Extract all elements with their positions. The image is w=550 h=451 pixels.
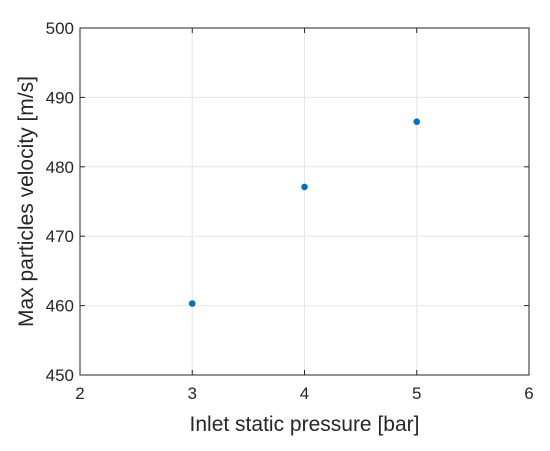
- data-point: [301, 183, 308, 191]
- x-tick-label: 4: [300, 384, 309, 403]
- y-tick-label: 460: [46, 297, 74, 316]
- y-tick-labels: 450 460 470 480 490 500: [46, 19, 74, 385]
- x-tick-label: 5: [412, 384, 421, 403]
- x-tick-label: 6: [524, 384, 533, 403]
- y-tick-label: 470: [46, 227, 74, 246]
- tick-marks: [79, 27, 530, 376]
- y-tick-label: 480: [46, 158, 74, 177]
- grid-lines: [80, 28, 529, 375]
- y-tick-label: 450: [46, 366, 74, 385]
- x-tick-label: 2: [75, 384, 84, 403]
- data-point: [413, 118, 421, 125]
- y-tick-label: 490: [46, 88, 74, 107]
- x-tick-labels: 2 3 4 5 6: [75, 384, 533, 403]
- y-tick-label: 500: [46, 19, 74, 38]
- data-points: [188, 118, 421, 307]
- x-axis-label: Inlet static pressure [bar]: [190, 413, 420, 436]
- y-axis-label: Max particles velocity [m/s]: [15, 76, 38, 327]
- data-point: [188, 300, 196, 307]
- x-tick-label: 3: [188, 384, 197, 403]
